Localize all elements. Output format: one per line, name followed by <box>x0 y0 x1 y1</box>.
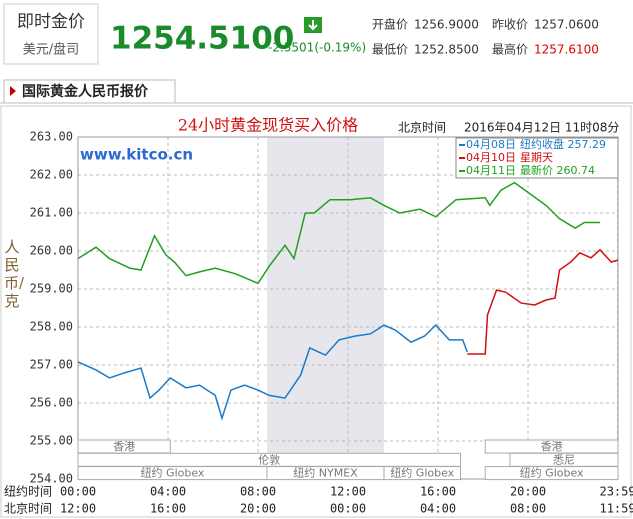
legend-name: 04月08日 <box>466 138 516 151</box>
legend-name: 04月11日 <box>466 164 516 177</box>
stat-value: 1256.9000 <box>414 18 479 32</box>
x2-tick-label: 16:00 <box>150 502 186 516</box>
x2-tick-label: 11:59 <box>599 502 633 516</box>
y-axis-label: 人民币/克 <box>4 238 25 310</box>
y-tick-label: 255.00 <box>30 434 73 448</box>
x2-tick-label: 08:00 <box>510 502 546 516</box>
x-tick-label: 08:00 <box>240 485 276 499</box>
time-label: 北京时间 <box>398 121 446 135</box>
y-tick-label: 256.00 <box>30 396 73 410</box>
market-label: 纽约 Globex <box>141 466 205 480</box>
market-label: 香港 <box>113 440 135 453</box>
market-label: 纽约 Globex <box>390 466 454 480</box>
market-label: 纽约 Globex <box>520 466 584 480</box>
y-tick-label: 254.00 <box>30 472 73 486</box>
chart-title: 24小时黄金现货买入价格 <box>178 116 358 135</box>
market-bar <box>484 466 619 481</box>
shaded-session <box>267 137 384 479</box>
x-tick-label: 12:00 <box>330 485 366 499</box>
y-tick-label: 261.00 <box>30 206 73 220</box>
price: 1254.5100 <box>110 21 294 57</box>
tab-label[interactable]: 国际黄金人民币报价 <box>22 83 149 100</box>
quote-unit: 美元/盘司 <box>23 42 79 58</box>
x2-tick-label: 04:00 <box>420 502 456 516</box>
y-tick-label: 260.00 <box>30 244 73 258</box>
stat-label: 最高价 <box>492 42 528 57</box>
tab[interactable] <box>3 79 176 104</box>
x-row-label: 纽约时间 <box>4 484 52 499</box>
x-tick-label: 16:00 <box>420 485 456 499</box>
legend-note: 星期天 <box>520 151 553 164</box>
tab-arrow <box>10 86 16 96</box>
watermark: www.kitco.cn <box>80 146 193 164</box>
x2-tick-label: 00:00 <box>330 502 366 516</box>
down-arrow <box>308 20 318 31</box>
y-tick-label: 262.00 <box>30 168 73 182</box>
quote-box <box>3 3 99 65</box>
change: -2.5501(-0.19%) <box>268 41 366 55</box>
x-tick-label: 20:00 <box>510 485 546 499</box>
series-line <box>77 181 600 285</box>
series-line <box>467 248 619 355</box>
y-tick-label: 258.00 <box>30 320 73 334</box>
legend <box>455 137 619 179</box>
legend-note: 纽约收盘 257.29 <box>520 137 606 151</box>
x-tick-label: 04:00 <box>150 485 186 499</box>
x-tick-label: 23:59 <box>599 485 633 499</box>
market-bar <box>383 466 461 481</box>
x-tick-label: 00:00 <box>60 485 96 499</box>
stat-label: 昨收价 <box>492 18 528 32</box>
x2-tick-label: 20:00 <box>240 502 276 516</box>
x2-tick-label: 12:00 <box>60 502 96 516</box>
market-label: 伦敦 <box>258 452 280 466</box>
market-label: 纽约 NYMEX <box>293 466 358 480</box>
y-tick-label: 259.00 <box>30 282 73 296</box>
stat-value: 1257.0600 <box>534 18 599 32</box>
series-line <box>77 324 468 421</box>
market-label: 香港 <box>541 440 563 453</box>
legend-name: 04月10日 <box>466 151 516 164</box>
x-row-label: 北京时间 <box>4 502 52 516</box>
stat-label: 最低价 <box>372 43 408 57</box>
stat-label: 开盘价 <box>372 17 408 32</box>
market-label: 悉尼 <box>553 453 575 466</box>
quote-title: 即时金价 <box>17 12 85 32</box>
legend-note: 最新价 260.74 <box>520 163 595 177</box>
y-tick-label: 257.00 <box>30 358 73 372</box>
y-tick-label: 263.00 <box>30 130 73 144</box>
stat-value: 1252.8500 <box>414 43 479 57</box>
stat-value: 1257.6100 <box>534 43 599 57</box>
timestamp: 2016年04月12日 11时08分 <box>464 121 619 135</box>
